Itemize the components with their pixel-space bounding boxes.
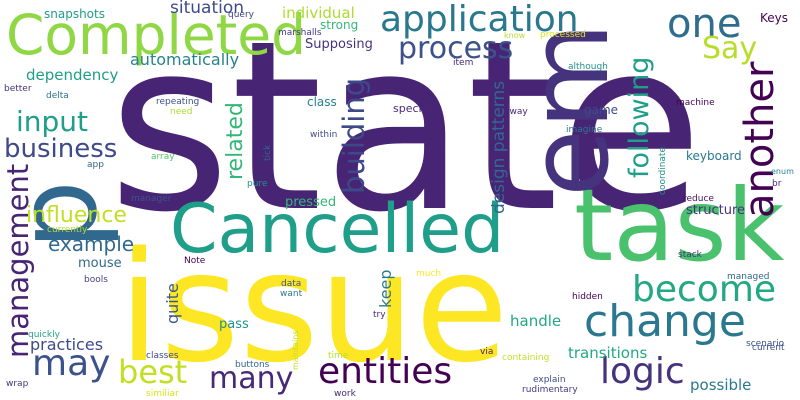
word-away: away	[504, 107, 528, 117]
word-class: class	[307, 95, 337, 109]
word-related: related	[223, 102, 248, 180]
word-try: try	[373, 310, 386, 320]
word-say: Say	[702, 31, 758, 66]
word-practices: practices	[30, 335, 104, 354]
word-want: want	[280, 289, 303, 299]
word-process: process	[398, 31, 514, 66]
word-similiar: similiar	[146, 389, 179, 399]
word-currently: currently	[47, 225, 88, 235]
word-may: may	[32, 343, 111, 384]
word-enum: enum	[771, 167, 794, 176]
word-data: data	[281, 279, 302, 289]
word-better: better	[4, 84, 32, 94]
word-work: work	[334, 389, 356, 399]
word-much: much	[416, 269, 442, 279]
word-structure: structure	[686, 203, 745, 218]
word-issue: issue	[118, 219, 509, 396]
word-one: one	[667, 1, 742, 47]
word-automatically: automatically	[130, 50, 240, 69]
word-reduce: reduce	[683, 194, 714, 204]
word-scenario: scenario	[746, 339, 785, 349]
word-specific: specific	[393, 102, 435, 115]
word-strong: strong	[320, 18, 359, 32]
word-maintains: maintains	[291, 330, 300, 371]
word-building: building	[337, 77, 371, 194]
word-pressed: pressed	[285, 195, 337, 210]
word-quickly: quickly	[28, 330, 60, 340]
word-manager: manager	[131, 194, 172, 204]
word-array: array	[151, 152, 175, 162]
word-rudimentary: rudimentary	[522, 385, 578, 395]
word-situation: situation	[170, 0, 245, 18]
word-possible: possible	[690, 376, 752, 394]
word-design-patterns: design patterns	[489, 80, 509, 214]
word-buttons: buttons	[235, 360, 270, 370]
word-know: know	[504, 31, 526, 40]
word-quite: quite	[163, 283, 182, 324]
word-pass: pass	[219, 317, 249, 332]
word-mouse: mouse	[78, 256, 122, 271]
word-completed: Completed	[6, 3, 306, 67]
word-managed: managed	[727, 272, 770, 282]
word-tick: tick	[263, 144, 273, 161]
word-although: although	[568, 62, 608, 72]
word-transitions: transitions	[568, 344, 648, 362]
word-keys: Keys	[760, 11, 789, 25]
word-many: many	[209, 361, 294, 396]
word-cancelled: Cancelled	[170, 190, 505, 269]
word-individual: individual	[282, 4, 355, 22]
word-stack: stack	[678, 250, 702, 260]
word-state: state	[108, 0, 704, 264]
word-br: br	[772, 179, 782, 189]
word-game: game	[584, 103, 619, 117]
word-time: time	[328, 351, 349, 361]
word-task: task	[574, 167, 785, 284]
word-hidden: hidden	[572, 292, 603, 302]
word-input: input	[16, 105, 89, 138]
word-delta: delta	[46, 91, 69, 101]
word-item: item	[453, 58, 474, 68]
word-another: another	[737, 61, 783, 218]
word-need: need	[170, 107, 193, 117]
word-logic: logic	[600, 351, 685, 392]
word-coordinate: coordinate	[658, 146, 668, 195]
word-keyboard: keyboard	[686, 149, 742, 163]
word-management: management	[1, 163, 35, 358]
word-business: business	[4, 134, 118, 164]
word-within: within	[310, 130, 338, 140]
word-via: via	[480, 347, 494, 357]
word-entities: entities	[318, 351, 453, 392]
word-imagine: imagine	[566, 125, 603, 135]
word-processed: processed	[540, 30, 586, 40]
word-supposing: Supposing	[305, 37, 373, 52]
word-note: Note	[184, 256, 206, 266]
word-example: example	[48, 232, 135, 256]
word-handle: handle	[510, 312, 562, 330]
word-classes: classes	[146, 351, 179, 361]
word-change: change	[584, 296, 746, 347]
word-query: query	[228, 10, 254, 20]
word-following: following	[624, 56, 655, 178]
word-app: app	[87, 160, 104, 170]
word-become: become	[632, 269, 777, 310]
word-containing: containing	[502, 353, 550, 363]
word-influence: influence	[26, 203, 127, 228]
word-marshalls: marshalls	[278, 28, 322, 38]
word-bools: bools	[84, 275, 108, 285]
word-application: application	[380, 0, 579, 40]
word-best: best	[118, 353, 188, 391]
word-current: current	[752, 343, 785, 353]
word-wrap: wrap	[6, 379, 29, 389]
word-explain: explain	[533, 375, 566, 385]
word-machine: machine	[676, 98, 715, 108]
word-keep: keep	[376, 269, 395, 308]
word-dependency: dependency	[26, 66, 119, 84]
word-repeating: repeating	[156, 97, 200, 107]
word-pure: pure	[247, 179, 268, 189]
word-snapshots: snapshots	[44, 7, 105, 21]
